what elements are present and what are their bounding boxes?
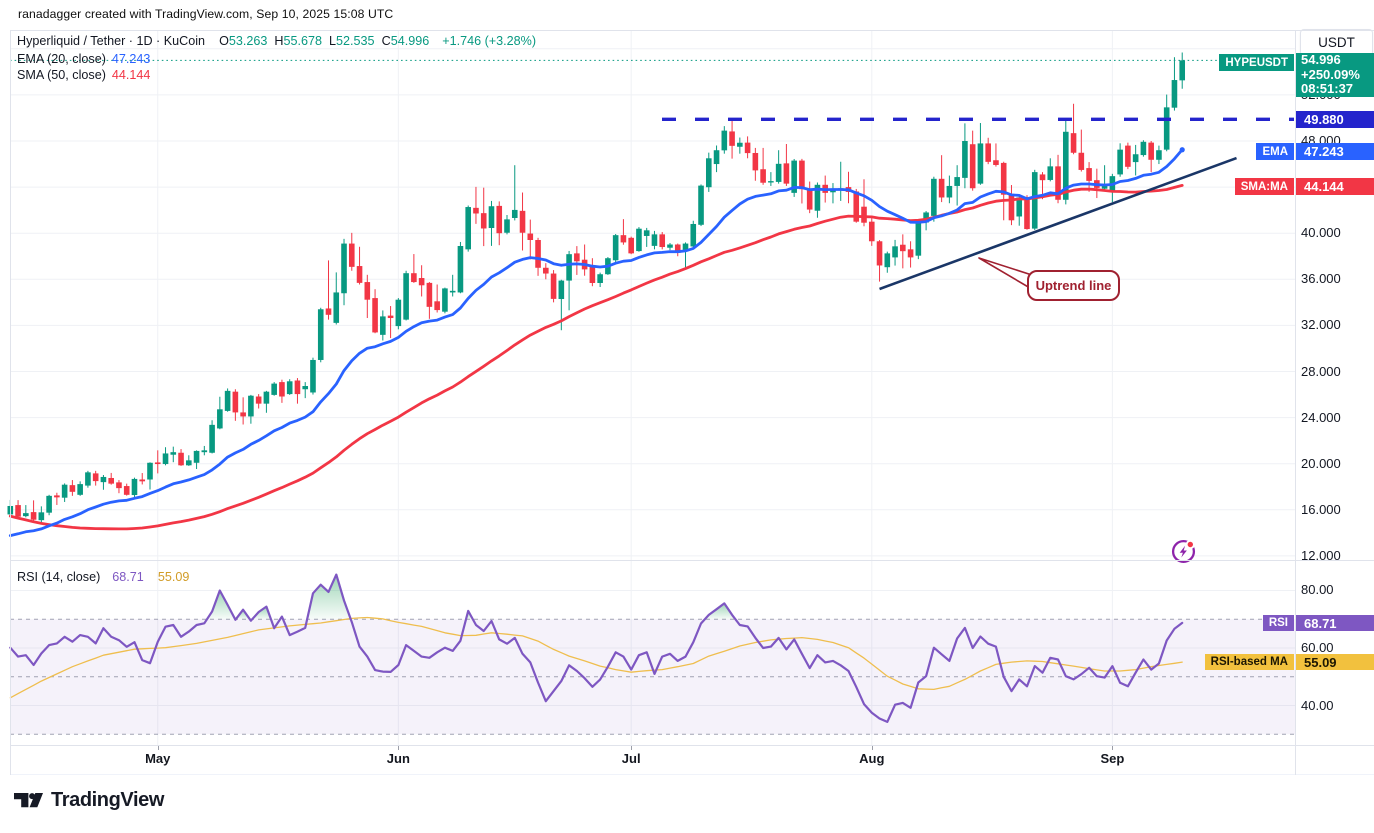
rsi-ma-legend-value: 55.09 [157,570,190,584]
month-label-aug[interactable]: Aug [859,751,885,766]
month-tick [157,745,159,750]
rsi-label-40.00[interactable]: 40.00 [1301,697,1334,713]
separator [10,745,1374,746]
separator [10,774,1374,775]
symbol-title[interactable]: Hyperliquid / Tether · 1D · KuCoin [17,34,206,48]
symbol-price-label[interactable]: HYPEUSDT [1219,54,1294,71]
ema-legend[interactable]: EMA (20, close) 47.243 [17,52,150,66]
rsi-legend-value: 68.71 [112,570,144,584]
price-label-24.000[interactable]: 24.000 [1301,409,1341,425]
separator [10,30,1374,31]
month-label-jun[interactable]: Jun [386,751,410,766]
rsi-legend-label[interactable]: RSI (14, close) [17,570,101,584]
gridlines [10,30,1295,745]
month-tick [871,745,873,750]
price-label-28.000[interactable]: 28.000 [1301,363,1341,379]
resistance-level-badge[interactable]: 49.880 [1296,111,1374,128]
change-value: +1.746 (+3.28%) [442,34,537,48]
sma-legend-label[interactable]: SMA (50, close) [17,68,106,82]
month-label-may[interactable]: May [145,751,171,766]
tradingview-logo[interactable]: TradingView [14,789,164,812]
price-label-20.000[interactable]: 20.000 [1301,455,1341,471]
ema-name-badge[interactable]: EMA [1256,143,1294,160]
sma-name-badge[interactable]: SMA:MA [1234,178,1294,195]
change-percent: +250.09% [1301,66,1360,82]
drawings[interactable] [10,59,1294,564]
ohlc-h: H55.678 [274,34,323,48]
month-tick [631,745,633,750]
tradingview-logo-mark [14,793,43,808]
ohlc-c: C54.996 [381,34,430,48]
indicator-lines[interactable] [8,147,1185,724]
symbol-legend[interactable]: Hyperliquid / Tether · 1D · KuCoin O53.2… [17,34,536,48]
ema-legend-value: 47.243 [111,52,151,66]
header-note: ranadagger created with TradingView.com,… [18,7,394,21]
ohlc-values: O53.263 H55.678 L52.535 C54.996 [219,34,436,48]
separator [10,30,11,775]
month-tick [398,745,400,750]
rsi-value-badge: 68.71 [1296,615,1374,631]
rsi-name-badge[interactable]: RSI [1262,615,1294,631]
sma-legend-value: 44.144 [111,68,151,82]
price-label-40.000[interactable]: 40.000 [1301,225,1341,241]
price-label-32.000[interactable]: 32.000 [1301,317,1341,333]
price-label-16.000[interactable]: 16.000 [1301,501,1341,517]
sma-legend[interactable]: SMA (50, close) 44.144 [17,68,150,82]
currency-toggle-button[interactable]: USDT [1300,29,1373,56]
ohlc-l: L52.535 [329,34,375,48]
separator [1295,30,1296,775]
rsi-label-80.00[interactable]: 80.00 [1301,582,1334,598]
rsi-ma-name-badge[interactable]: RSI-based MA [1204,654,1294,670]
uptrend-callout-label[interactable]: Uptrend line [1035,278,1112,293]
ohlc-o: O53.263 [219,34,268,48]
candlestick-series[interactable] [7,52,1186,525]
rsi-legend[interactable]: RSI (14, close) 68.71 55.09 [17,570,189,584]
sma-value-badge: 44.144 [1296,178,1374,195]
rsi-label-60.00[interactable]: 60.00 [1301,640,1334,655]
month-tick [1112,745,1114,750]
last-price: 54.996 [1301,52,1341,68]
month-label-jul[interactable]: Jul [621,751,641,766]
price-label-12.000[interactable]: 12.000 [1301,547,1341,563]
last-price-badge[interactable]: 54.996 +250.09% 08:51:37 [1296,53,1374,97]
separator [10,560,1374,561]
ema-value-badge: 47.243 [1296,143,1374,160]
bar-countdown: 08:51:37 [1301,81,1354,97]
ema-legend-label[interactable]: EMA (20, close) [17,52,106,66]
rsi-ma-value-badge: 55.09 [1296,654,1374,670]
month-label-sep[interactable]: Sep [1100,751,1125,766]
tradingview-logo-text: TradingView [51,789,165,811]
price-label-36.000[interactable]: 36.000 [1301,271,1341,287]
